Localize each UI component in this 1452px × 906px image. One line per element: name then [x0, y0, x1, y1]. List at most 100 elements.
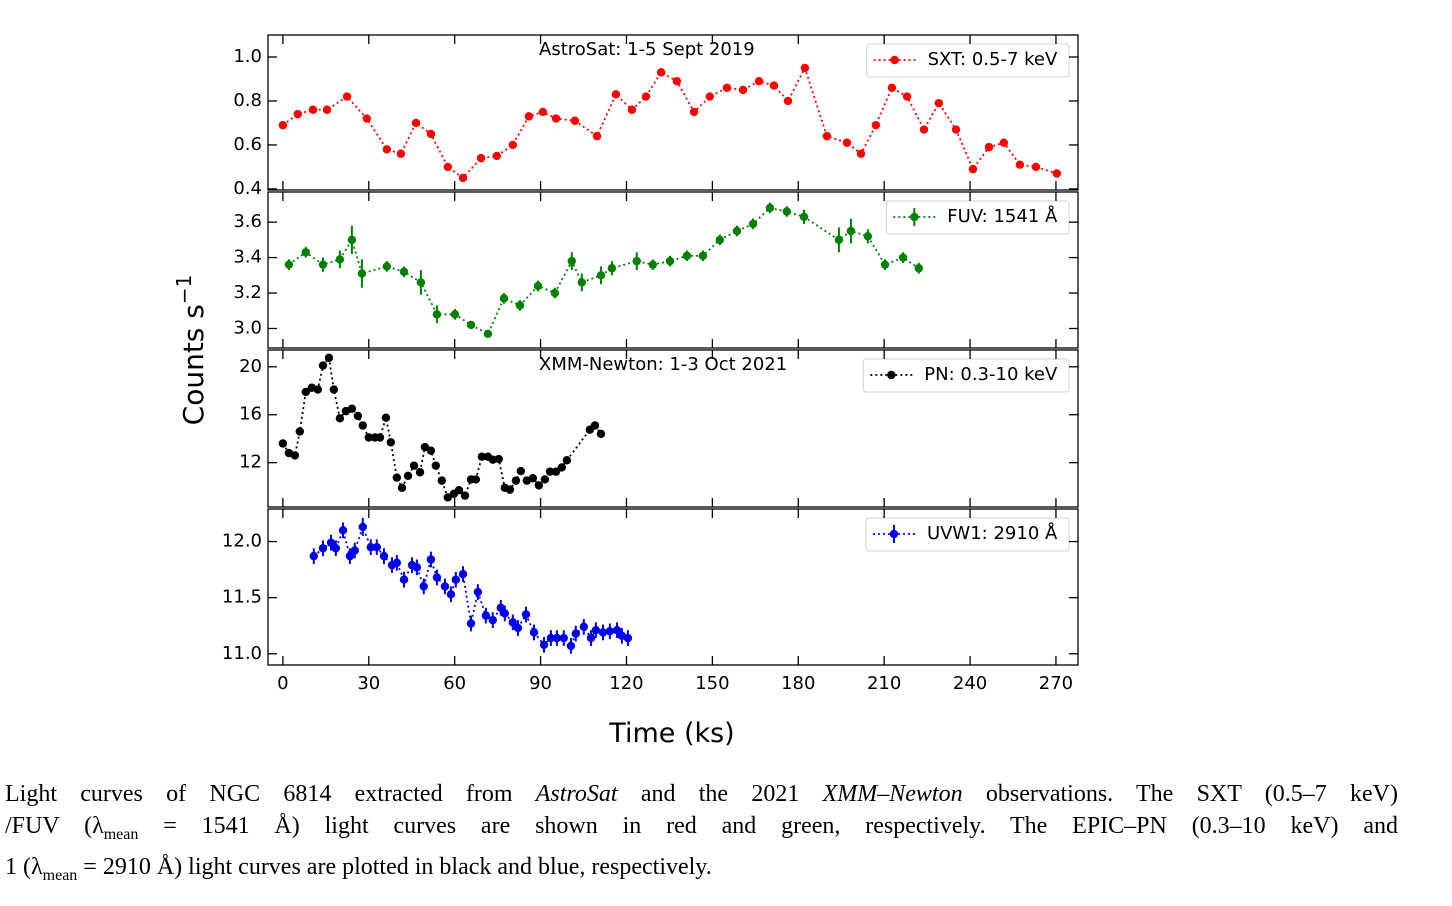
- caption-text: observations. The SXT (0.5–7 keV): [962, 781, 1398, 807]
- y-tick-label: 12.0: [222, 531, 262, 552]
- data-point: [672, 76, 682, 86]
- caption-text: AstroSat: [535, 781, 618, 807]
- x-tick-label: 150: [695, 673, 729, 694]
- legend-box: [865, 517, 1070, 552]
- data-point: [500, 609, 509, 618]
- data-point: [648, 260, 658, 269]
- legend-label: FUV: 1541 Å: [947, 205, 1058, 227]
- data-point: [454, 486, 464, 495]
- data-point: [951, 125, 961, 134]
- data-point: [592, 131, 602, 141]
- series-line: [282, 355, 602, 499]
- caption-line: /FUV (λmean = 1541 Å) light curves are s…: [5, 810, 1398, 851]
- data-point: [476, 153, 486, 163]
- data-point: [347, 235, 357, 245]
- data-point: [607, 264, 617, 273]
- y-tick-label: 3.2: [233, 282, 262, 303]
- data-point: [605, 627, 615, 636]
- data-point: [538, 107, 548, 117]
- data-point: [570, 116, 580, 125]
- legend: UVW1: 2910 Å: [865, 517, 1070, 552]
- data-point: [632, 256, 641, 266]
- data-point: [318, 260, 328, 269]
- data-point: [513, 623, 523, 633]
- y-axis-label-text: Counts s: [177, 304, 210, 425]
- data-point: [508, 140, 518, 150]
- data-point: [278, 120, 288, 130]
- data-point: [641, 92, 651, 101]
- data-point: [458, 569, 468, 579]
- data-point: [591, 626, 601, 635]
- caption-text: Light curves of NGC 6814 extracted from: [5, 781, 536, 807]
- legend-box: [862, 358, 1070, 393]
- data-point: [477, 452, 487, 461]
- data-point: [324, 353, 334, 362]
- data-point: [372, 542, 382, 552]
- data-point: [451, 575, 461, 584]
- data-point: [856, 149, 866, 158]
- data-point: [379, 551, 389, 561]
- figure: Time (ks) Counts s−1 SXT: 0.5-7 keV 0.4 0.…: [172, 34, 1079, 749]
- legend-marker: [887, 370, 896, 380]
- y-tick-label: 3.6: [233, 211, 262, 232]
- data-point: [440, 582, 450, 591]
- y-axis-label: Counts s−1: [172, 275, 210, 426]
- data-point: [329, 385, 339, 394]
- caption-text: mean: [103, 825, 139, 843]
- data-point: [431, 461, 440, 470]
- legend-box: [866, 43, 1070, 78]
- data-point: [450, 310, 460, 319]
- data-point: [880, 260, 890, 269]
- axes-frame: [267, 508, 1079, 666]
- legend: FUV: 1541 Å: [885, 200, 1070, 235]
- data-point: [426, 129, 436, 139]
- data-point: [284, 260, 294, 269]
- data-point: [627, 105, 637, 114]
- data-point: [546, 633, 556, 643]
- data-point: [623, 633, 633, 643]
- data-point: [278, 439, 288, 448]
- y-tick-label: 0.8: [233, 90, 262, 111]
- data-point: [799, 212, 809, 222]
- data-point: [409, 461, 419, 470]
- data-point: [566, 641, 576, 651]
- data-point: [331, 544, 341, 553]
- data-point: [473, 587, 483, 597]
- data-point: [698, 251, 708, 261]
- data-point: [579, 622, 589, 632]
- data-point: [322, 105, 332, 114]
- data-point: [598, 628, 608, 637]
- caption-text: and the 2021: [617, 781, 823, 807]
- data-point: [590, 421, 600, 430]
- caption-text: = 2910 Å) light curves are plotted in bl…: [77, 853, 712, 880]
- data-point: [919, 125, 929, 134]
- data-point: [1052, 169, 1062, 178]
- legend-marker: [890, 55, 899, 65]
- y-tick-label: 12: [239, 452, 262, 473]
- data-point: [863, 232, 873, 241]
- data-point: [914, 264, 924, 273]
- data-point: [494, 454, 503, 464]
- caption-line: 1 (λmean = 2910 Å) light curves are plot…: [5, 851, 1398, 892]
- axes-frame: [267, 34, 1079, 191]
- x-tick-label: 180: [781, 673, 815, 694]
- data-point: [552, 633, 562, 643]
- caption-text: = 1541 Å) light curves are shown in red …: [138, 813, 1398, 839]
- data-point: [984, 142, 994, 152]
- y-tick-label: 1.0: [233, 46, 262, 67]
- data-point: [358, 522, 367, 532]
- data-point: [586, 633, 596, 643]
- data-point: [483, 329, 493, 339]
- data-point: [432, 310, 442, 319]
- data-point: [488, 615, 497, 625]
- data-point: [345, 551, 355, 561]
- data-point: [411, 118, 421, 128]
- data-point: [416, 278, 426, 287]
- data-point: [308, 105, 318, 114]
- data-point: [567, 256, 576, 266]
- caption-text: 1 (λ: [5, 853, 43, 880]
- data-point: [559, 633, 568, 643]
- data-point: [550, 288, 560, 298]
- data-point: [381, 413, 391, 422]
- data-point: [1031, 162, 1041, 172]
